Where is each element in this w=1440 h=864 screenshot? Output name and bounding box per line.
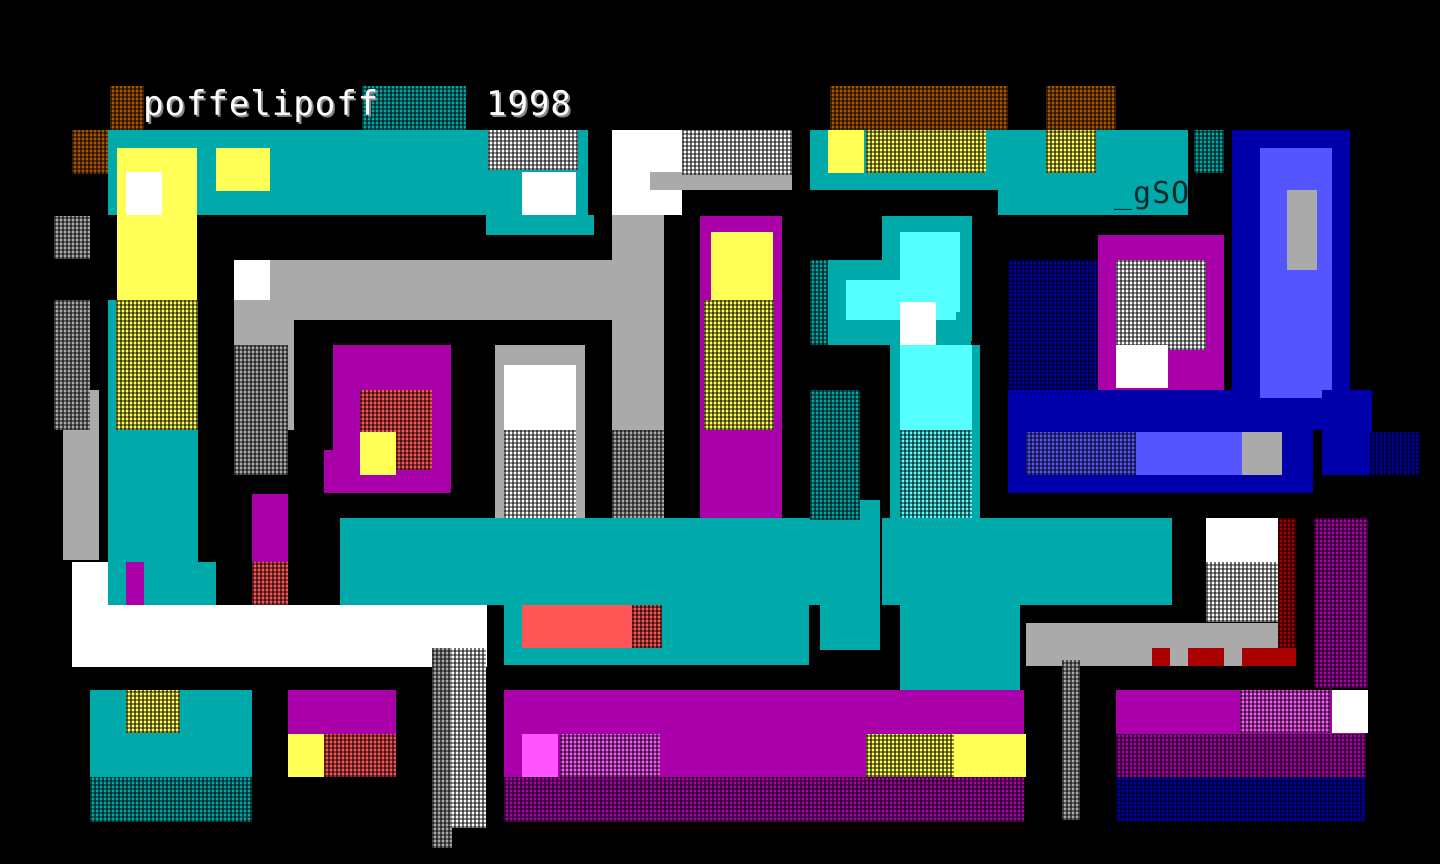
art-block-red [1152, 648, 1170, 666]
art-block-magenta [1116, 734, 1366, 779]
art-block-brown [830, 86, 1008, 130]
art-block-cyan [820, 500, 880, 650]
art-block-brown [72, 130, 108, 174]
art-block-cyan [810, 390, 860, 520]
art-block-blue [1008, 260, 1098, 390]
art-block-white [488, 130, 578, 170]
art-block-cyan [810, 260, 828, 345]
art-block-white [72, 605, 487, 667]
art-block-gray [432, 648, 452, 848]
art-block-cyan [362, 86, 466, 130]
art-block-magenta [504, 777, 1024, 822]
art-block-bright-cyan [900, 430, 972, 520]
art-block-gray [54, 216, 90, 259]
art-block-yellow [954, 734, 990, 777]
art-block-bright-magenta [522, 734, 558, 777]
art-block-white [234, 260, 270, 303]
art-block-white [682, 130, 792, 175]
art-block-cyan [1194, 130, 1224, 173]
art-block-light-blue [1260, 148, 1332, 398]
art-block-yellow [704, 300, 774, 430]
art-block-gray [234, 345, 288, 475]
art-block-light-red [632, 605, 662, 648]
art-block-white [1116, 345, 1168, 388]
art-block-yellow [866, 130, 986, 173]
art-block-red [1188, 648, 1224, 666]
art-block-yellow [216, 148, 270, 191]
art-block-white [450, 648, 486, 828]
art-block-yellow [1046, 130, 1096, 173]
art-block-blue [1116, 777, 1366, 822]
art-block-magenta [1314, 518, 1368, 688]
artist-signature: _gSO [1114, 176, 1191, 211]
art-block-gray [612, 430, 664, 520]
art-title: poffelipoff [143, 84, 380, 124]
art-block-blue [1370, 432, 1420, 475]
art-block-gray [1062, 660, 1080, 820]
art-block-gray [234, 260, 634, 320]
art-block-white [1206, 518, 1278, 563]
art-year: 1998 [486, 84, 572, 124]
art-block-cyan [882, 518, 1172, 605]
art-block-magenta [126, 562, 144, 605]
art-block-bright-magenta [560, 734, 660, 777]
art-block-brown [1046, 86, 1116, 130]
art-block-yellow [990, 734, 1026, 777]
art-block-light-blue [1026, 432, 1136, 475]
art-block-light-red [324, 734, 396, 777]
art-block-yellow [126, 690, 180, 733]
art-block-yellow [360, 432, 396, 475]
art-block-cyan [340, 518, 820, 605]
art-block-yellow [866, 734, 956, 777]
art-block-magenta [324, 450, 354, 493]
art-block-brown [110, 86, 144, 130]
art-block-yellow [828, 130, 864, 173]
art-block-red [1242, 648, 1296, 666]
art-block-cyan [90, 777, 252, 822]
art-block-blue [1322, 390, 1372, 475]
art-block-cyan [998, 172, 1188, 215]
art-block-white [900, 302, 936, 345]
art-block-white [126, 172, 162, 215]
art-block-gray [1287, 190, 1317, 270]
art-block-light-red [522, 605, 632, 648]
art-block-gray [650, 172, 792, 190]
art-block-cyan [486, 215, 594, 235]
art-block-yellow [116, 300, 198, 430]
art-block-gray [54, 300, 90, 430]
art-block-cyan [990, 605, 1020, 705]
art-block-red [1278, 518, 1296, 648]
art-block-white [1332, 690, 1368, 733]
art-block-white [72, 562, 108, 605]
art-block-light-red [252, 562, 288, 605]
art-block-yellow [288, 734, 324, 777]
art-block-gray [1242, 432, 1282, 475]
art-block-bright-magenta [1240, 690, 1330, 733]
art-block-white [1116, 260, 1206, 350]
art-block-yellow [711, 232, 773, 302]
